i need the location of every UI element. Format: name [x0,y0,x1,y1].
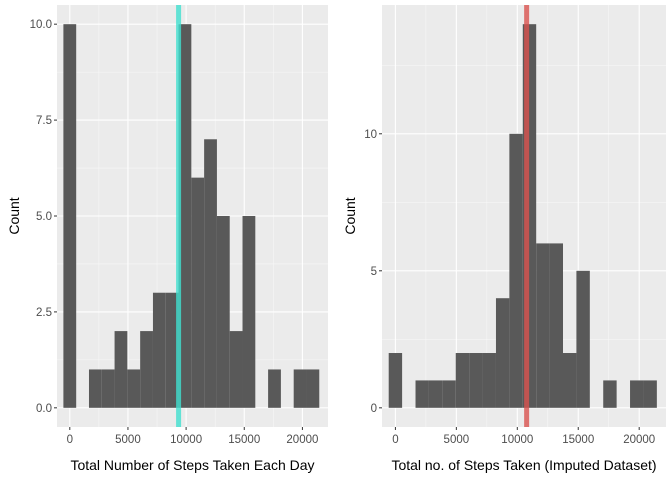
histogram-bars [63,24,320,408]
histogram-bars [388,24,657,408]
y-axis-ticks: 0 5 10 [364,129,382,415]
histogram-bar [63,24,77,408]
histogram-bar [178,24,192,408]
histogram-bar [242,216,256,408]
histogram-bar [509,133,523,408]
histogram-bar [229,331,243,408]
x-tick-label: 0 [67,434,73,446]
y-tick-label: 0 [371,403,377,415]
x-tick-label: 20000 [286,434,318,446]
histogram-bar [216,216,230,408]
histogram-bar [442,380,456,408]
histogram-panel-imputed: 0 5 10 0 5000 10000 15000 20000 Count Total no… [342,5,666,473]
histogram-bar [603,380,617,408]
x-axis-title: Total Number of Steps Taken Each Day [70,457,314,473]
histogram-bar [88,369,102,408]
histogram-bar [293,369,307,408]
histogram-bar [549,243,564,408]
x-tick-label: 5000 [444,434,470,446]
y-tick-label: 7.5 [36,115,52,127]
histogram-bar [495,298,510,408]
x-tick-label: 10000 [501,434,533,446]
y-axis-title: Count [342,197,358,234]
x-tick-label: 10000 [170,434,202,446]
x-tick-label: 5000 [115,434,141,446]
histogram-bar [388,353,403,408]
histogram-bar [536,243,550,408]
histogram-bar [101,369,115,408]
histogram-bar [114,331,128,408]
x-axis-ticks: 0 5000 10000 15000 20000 [67,427,318,446]
y-tick-label: 5.0 [36,211,52,223]
histogram-bar [152,292,166,408]
histogram-bar [415,380,429,408]
histogram-bar [191,177,205,408]
x-axis-title: Total no. of Steps Taken (Imputed Datase… [391,457,656,473]
y-tick-label: 10.0 [30,19,52,31]
y-axis-title: Count [6,197,22,234]
histogram-bar [428,380,443,408]
histogram-bar [643,380,657,408]
histogram-bar [455,353,470,408]
histogram-bar [469,353,483,408]
histogram-bar [204,139,217,408]
histogram-bar [563,353,577,408]
histogram-bar [630,380,644,408]
histogram-bar [576,270,590,408]
y-tick-label: 10 [364,129,377,141]
x-tick-label: 20000 [623,434,655,446]
y-tick-label: 2.5 [36,307,52,319]
histogram-panel-original: 0.0 2.5 5.0 7.5 10.0 0 5000 10000 15000 20000 Co… [6,5,328,473]
histogram-bar [268,369,281,408]
x-axis-ticks: 0 5000 10000 15000 20000 [392,427,655,446]
histogram-bar [140,331,153,408]
x-tick-label: 15000 [562,434,594,446]
histogram-bar [165,292,179,408]
histogram-bar [127,369,141,408]
histogram-bar [306,369,320,408]
y-tick-label: 5 [371,266,377,278]
x-tick-label: 0 [392,434,398,446]
y-axis-ticks: 0.0 2.5 5.0 7.5 10.0 [30,19,57,415]
y-tick-label: 0.0 [36,403,52,415]
histogram-bar [482,353,496,408]
x-tick-label: 15000 [228,434,260,446]
